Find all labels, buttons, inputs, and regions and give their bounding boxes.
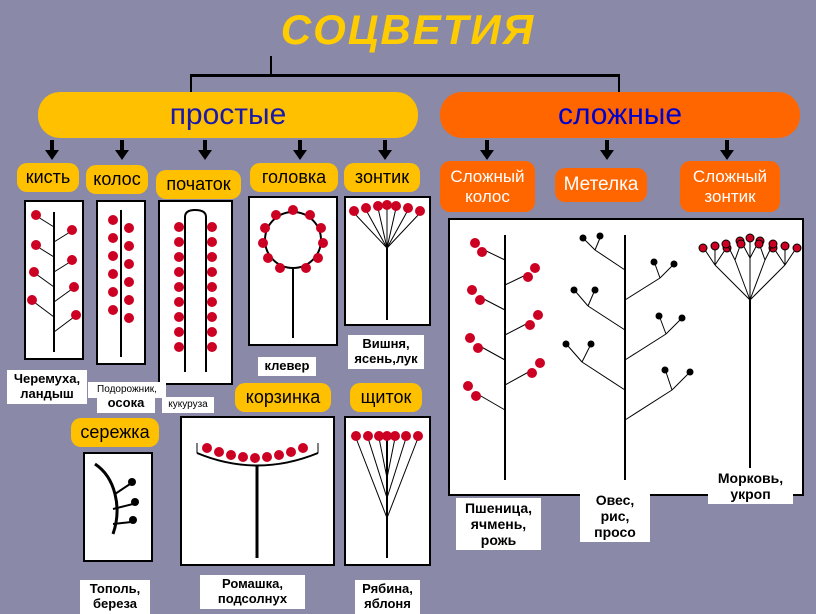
label-slozh-zontik: Сложный зонтик [680, 161, 780, 212]
label-metelka: Метелка [555, 168, 647, 202]
connector-drop [190, 74, 192, 94]
diagram-serezhka [83, 452, 153, 562]
label-kist: кисть [17, 163, 79, 192]
label-golovka: головка [250, 163, 338, 192]
label-pochatok: початок [156, 170, 241, 199]
arrow-icon [378, 140, 392, 160]
label-zontik: зонтик [344, 163, 420, 192]
diagram-korzinka [180, 416, 335, 566]
label-shchitok: щиток [350, 383, 422, 412]
example-kolos: осока [97, 394, 155, 413]
connector-hline [190, 74, 620, 77]
arrow-icon [480, 140, 494, 160]
arrow-icon [720, 140, 734, 160]
label-serezhka: сережка [71, 418, 159, 447]
diagram-golovka [248, 196, 338, 346]
example-korzinka: Ромашка, подсолнух [200, 575, 305, 609]
diagram-zontik [344, 196, 431, 326]
label-kolos: колос [86, 165, 148, 194]
arrow-icon [198, 140, 212, 160]
label-korzinka: корзинка [235, 383, 331, 412]
category-complex: сложные [440, 92, 800, 138]
example-shchitok: Рябина, яблоня [355, 580, 420, 614]
arrow-icon [600, 140, 614, 160]
arrow-icon [115, 140, 129, 160]
example-kist: Черемуха, ландыш [7, 370, 87, 404]
diagram-kolos [96, 200, 146, 365]
arrow-icon [293, 140, 307, 160]
arrow-icon [45, 140, 59, 160]
example-metelka: Овес, рис, просо [580, 490, 650, 542]
label-slozh-kolos: Сложный колос [440, 161, 535, 212]
example-slozh-zontik: Морковь, укроп [708, 468, 793, 504]
page-title: СОЦВЕТИЯ [0, 0, 816, 54]
diagram-shchitok [344, 416, 431, 566]
diagram-complex-group [448, 218, 804, 496]
example-serezhka: Тополь, береза [80, 580, 150, 614]
category-simple: простые [38, 92, 418, 138]
diagram-kist [24, 200, 84, 360]
example-slozh-kolos: Пшеница, ячмень, рожь [456, 498, 541, 550]
example-zontik: Вишня, ясень,лук [348, 335, 424, 369]
diagram-pochatok [158, 200, 233, 385]
example-golovka: клевер [258, 357, 316, 376]
connector-drop [618, 74, 620, 94]
connector-line [270, 56, 272, 76]
example-pochatok: кукуруза [162, 397, 214, 413]
